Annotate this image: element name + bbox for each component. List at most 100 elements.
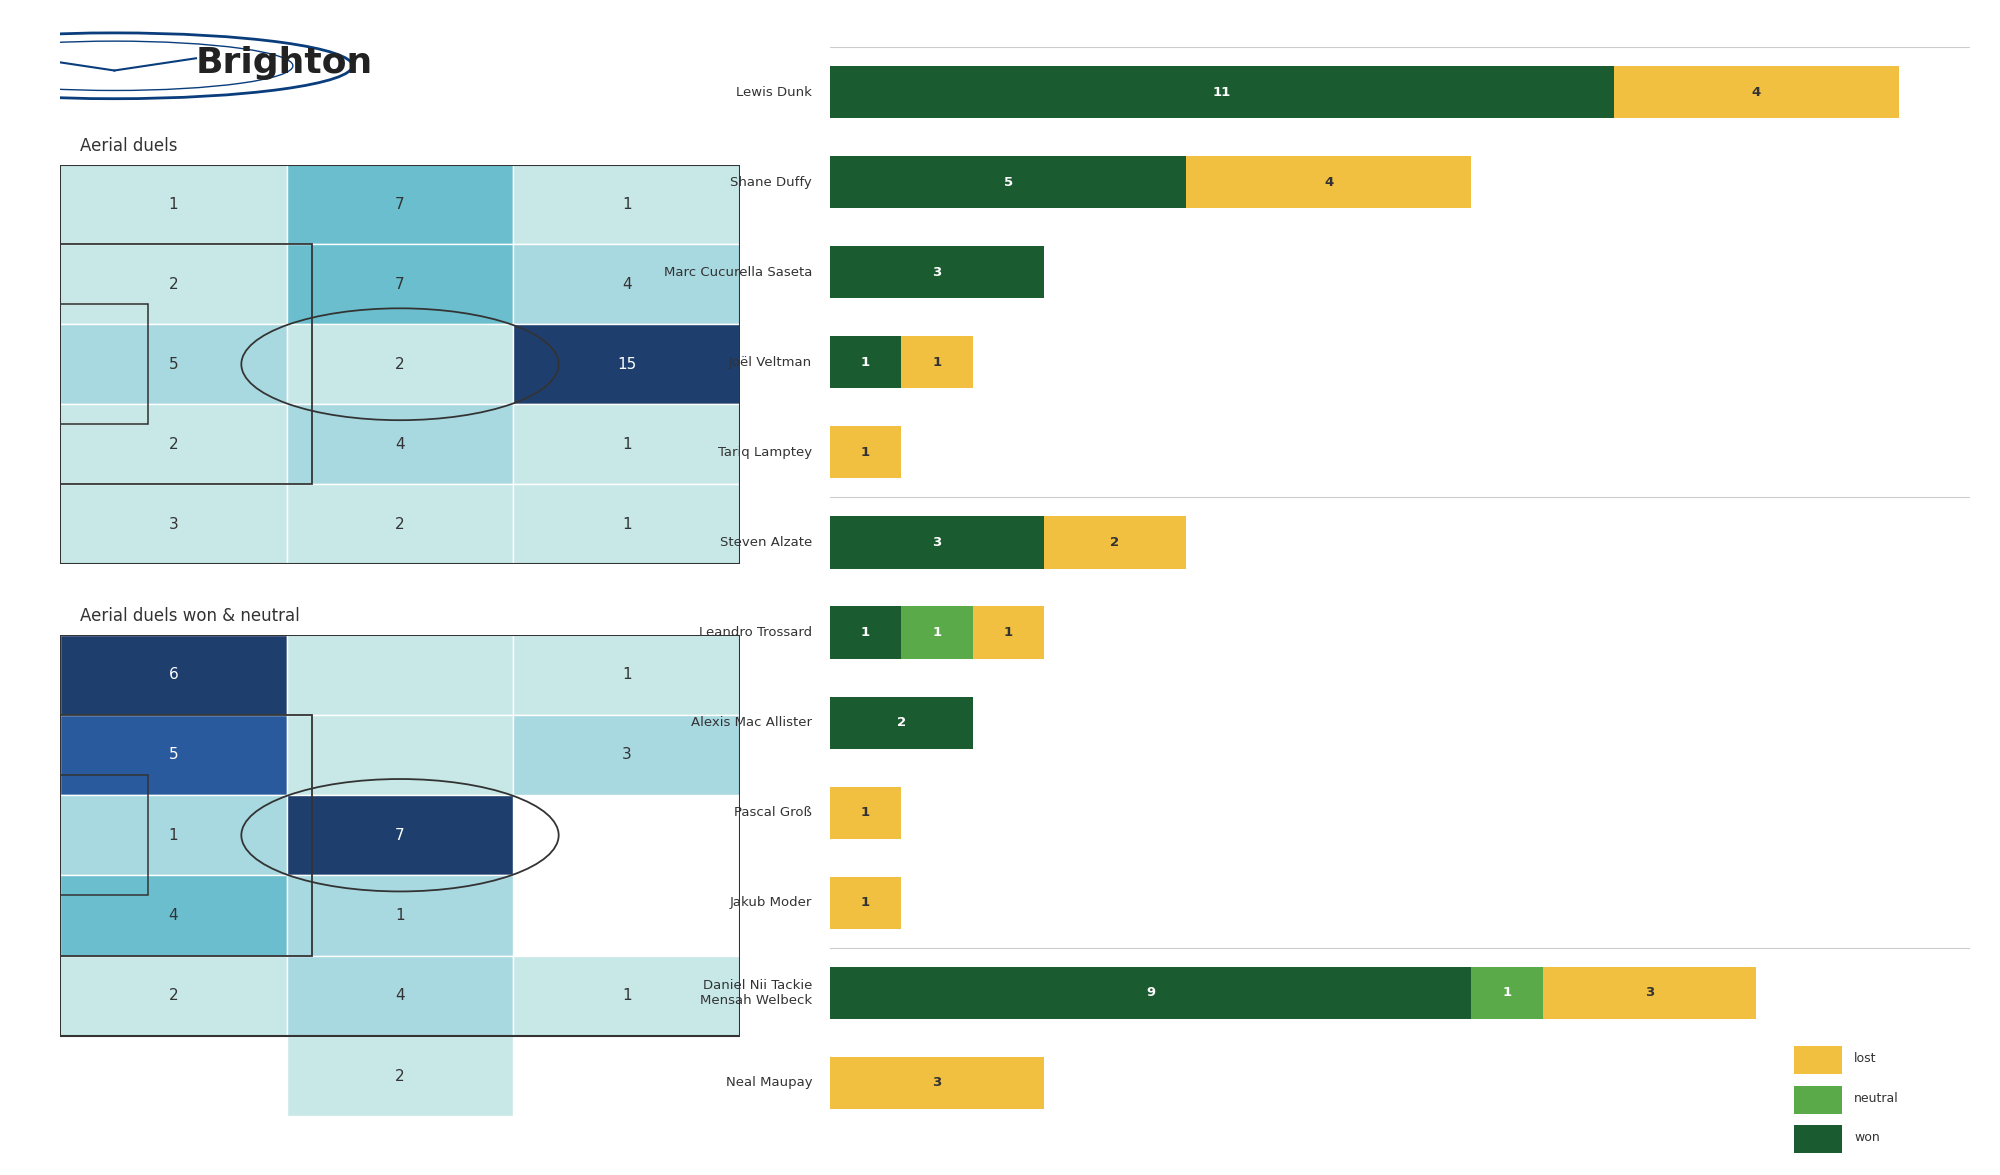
Text: lost: lost <box>1854 1053 1876 1066</box>
Bar <box>514 484 740 564</box>
Bar <box>972 606 1044 659</box>
Text: 7: 7 <box>396 827 404 842</box>
Bar <box>514 955 740 1036</box>
Bar <box>286 714 514 795</box>
Bar <box>60 304 148 424</box>
Text: 4: 4 <box>396 437 404 451</box>
Text: 1: 1 <box>862 445 870 459</box>
Bar <box>1794 1126 1842 1154</box>
Text: Steven Alzate: Steven Alzate <box>720 536 812 549</box>
Bar <box>514 634 740 714</box>
Text: Daniel Nii Tackie
Mensah Welbeck: Daniel Nii Tackie Mensah Welbeck <box>700 979 812 1007</box>
Bar <box>902 606 972 659</box>
Text: 1: 1 <box>862 356 870 369</box>
Bar <box>286 875 514 955</box>
Bar <box>1614 66 1898 119</box>
Text: 1: 1 <box>932 356 942 369</box>
Bar <box>286 165 514 244</box>
Text: 1: 1 <box>1502 986 1512 1000</box>
Text: 3: 3 <box>932 1076 942 1089</box>
Bar <box>830 427 902 478</box>
Bar <box>830 606 902 659</box>
Bar <box>1794 1086 1842 1114</box>
Bar <box>60 165 286 244</box>
Text: 2: 2 <box>896 716 906 730</box>
Text: won: won <box>1854 1132 1880 1144</box>
Text: 3: 3 <box>622 747 632 763</box>
Bar <box>60 634 740 1036</box>
Text: 4: 4 <box>1752 86 1760 99</box>
Bar <box>286 634 514 714</box>
Text: 1: 1 <box>862 897 870 909</box>
Text: 2: 2 <box>168 277 178 291</box>
Text: Jakub Moder: Jakub Moder <box>730 897 812 909</box>
Bar <box>514 165 740 244</box>
Bar <box>514 244 740 324</box>
Text: Neal Maupay: Neal Maupay <box>726 1076 812 1089</box>
Bar <box>1542 967 1756 1019</box>
Text: 7: 7 <box>396 277 404 291</box>
Text: 1: 1 <box>622 988 632 1003</box>
Bar <box>1472 967 1542 1019</box>
Text: 1: 1 <box>396 908 404 924</box>
Bar <box>286 324 514 404</box>
Text: 1: 1 <box>1004 626 1012 639</box>
Text: 9: 9 <box>1146 986 1156 1000</box>
Text: 2: 2 <box>396 357 404 371</box>
Bar <box>60 634 286 714</box>
Text: 1: 1 <box>622 667 632 683</box>
Text: Shane Duffy: Shane Duffy <box>730 175 812 189</box>
Text: Tariq Lamptey: Tariq Lamptey <box>718 445 812 459</box>
Text: 3: 3 <box>932 266 942 278</box>
Bar <box>514 324 740 404</box>
Text: Brighton: Brighton <box>196 46 374 80</box>
Text: 1: 1 <box>932 626 942 639</box>
Text: 2: 2 <box>168 437 178 451</box>
Bar <box>286 795 514 875</box>
Bar <box>60 714 312 955</box>
Text: Joël Veltman: Joël Veltman <box>730 356 812 369</box>
Bar <box>60 484 286 564</box>
Text: 4: 4 <box>1324 175 1334 189</box>
Bar <box>830 1056 1044 1109</box>
Text: 1: 1 <box>622 437 632 451</box>
Bar <box>830 697 972 748</box>
Text: 5: 5 <box>168 747 178 763</box>
Text: 5: 5 <box>168 357 178 371</box>
Bar <box>830 156 1186 208</box>
Text: Lewis Dunk: Lewis Dunk <box>736 86 812 99</box>
Bar <box>1044 516 1186 569</box>
Text: 1: 1 <box>168 827 178 842</box>
Bar <box>60 776 148 895</box>
Bar <box>60 795 286 875</box>
Text: Alexis Mac Allister: Alexis Mac Allister <box>692 716 812 730</box>
Bar <box>60 324 286 404</box>
Text: neutral: neutral <box>1854 1092 1898 1104</box>
Bar <box>902 336 972 389</box>
Text: 1: 1 <box>862 806 870 819</box>
Text: 2: 2 <box>168 988 178 1003</box>
Text: 2: 2 <box>1110 536 1120 549</box>
Text: Pascal Groß: Pascal Groß <box>734 806 812 819</box>
Bar <box>514 404 740 484</box>
Text: 1: 1 <box>168 197 178 212</box>
Bar <box>830 516 1044 569</box>
Bar <box>830 967 1472 1019</box>
Bar <box>60 404 286 484</box>
Text: 2: 2 <box>396 1068 404 1083</box>
Bar <box>830 877 902 929</box>
Bar <box>60 244 286 324</box>
Text: 7: 7 <box>396 197 404 212</box>
Bar <box>830 786 902 839</box>
Bar <box>286 404 514 484</box>
Bar <box>60 714 286 795</box>
Text: 2: 2 <box>396 517 404 531</box>
Text: Aerial duels won & neutral: Aerial duels won & neutral <box>80 606 300 625</box>
Text: Leandro Trossard: Leandro Trossard <box>700 626 812 639</box>
Bar <box>286 484 514 564</box>
Bar <box>830 336 902 389</box>
Text: 4: 4 <box>622 277 632 291</box>
Bar <box>830 66 1614 119</box>
Bar <box>514 714 740 795</box>
Bar <box>830 246 1044 298</box>
